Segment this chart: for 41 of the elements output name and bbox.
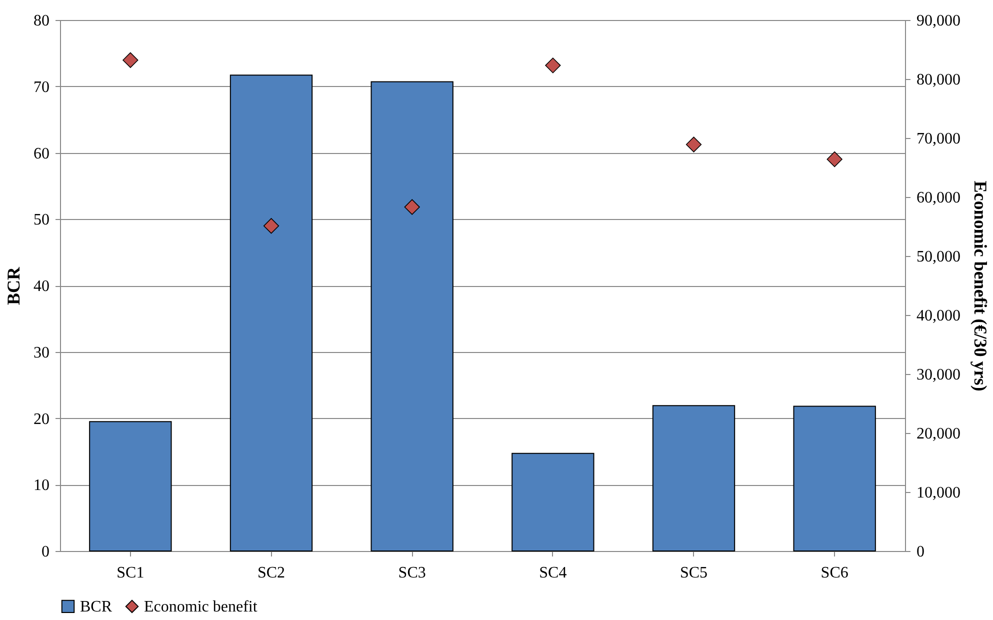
y2-tick-label: 60,000 (916, 190, 960, 206)
y-axis-title: BCR (4, 266, 24, 306)
y2-tick-label: 90,000 (916, 12, 960, 30)
y2-tick-label: 20,000 (916, 426, 960, 442)
y2-axis-title: Economic benefit (€/30 yrs) (970, 180, 990, 392)
legend-label: Economic benefit (144, 598, 258, 616)
y2-tick-label: 10,000 (916, 484, 960, 502)
y-tick-label: 20 (34, 410, 50, 428)
point (404, 199, 420, 215)
y2-tick-label: 40,000 (916, 308, 960, 324)
y-tick-label: 70 (34, 78, 50, 96)
y2-tick-label: 80,000 (916, 72, 960, 88)
bar (370, 81, 454, 552)
x-tick-label: SC6 (820, 564, 848, 582)
y-tick-label: 0 (42, 544, 50, 560)
y-tick-label: 60 (34, 145, 50, 162)
point (263, 218, 280, 234)
bar (652, 405, 736, 552)
legend-label: BCR (80, 598, 112, 616)
y2-tick-label: 50,000 (916, 248, 960, 266)
y-tick-label: 30 (34, 344, 50, 362)
x-tick-label: SC1 (116, 564, 144, 582)
x-tick-label: SC5 (680, 564, 708, 582)
bar (793, 406, 876, 552)
y-tick-label: 40 (34, 278, 50, 295)
point (686, 136, 702, 152)
y-tick-label: 10 (34, 477, 50, 494)
point (545, 58, 561, 74)
x-tick-label: SC4 (539, 564, 567, 582)
bar (230, 74, 313, 552)
bar (512, 452, 594, 552)
y-tick-label: 80 (34, 12, 50, 30)
y-tick-label: 50 (34, 212, 50, 229)
point (122, 52, 138, 68)
point (826, 151, 842, 168)
y2-tick-label: 0 (916, 544, 924, 560)
x-tick-label: SC3 (398, 564, 426, 582)
bar (89, 421, 172, 552)
y2-tick-label: 70,000 (916, 130, 960, 148)
y2-tick-label: 30,000 (916, 366, 960, 384)
x-tick-label: SC2 (257, 564, 286, 582)
